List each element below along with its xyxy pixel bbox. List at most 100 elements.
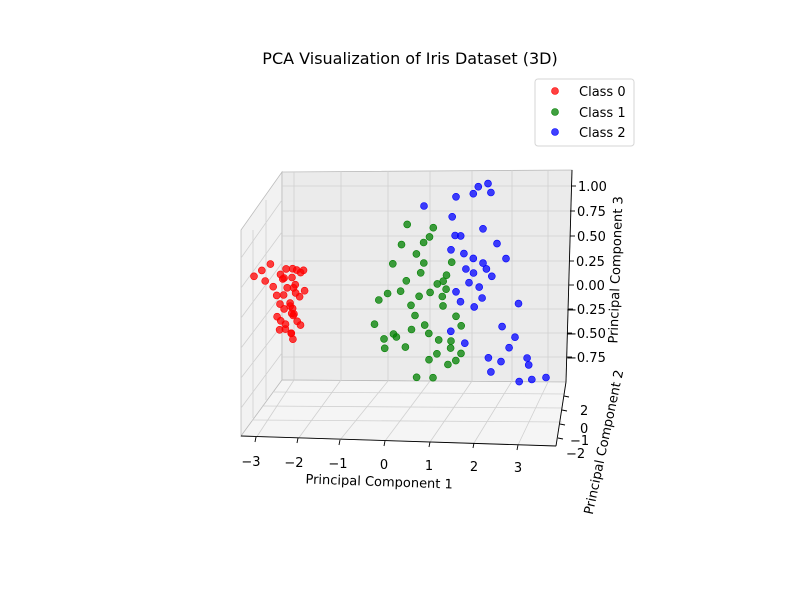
data-point-class-1	[380, 335, 388, 343]
y-tick-label: 0	[580, 422, 588, 437]
data-point-class-1	[452, 312, 460, 321]
data-point-class-2	[502, 254, 510, 263]
data-point-class-2	[487, 188, 495, 197]
z-tick-label: −0.25	[566, 303, 606, 318]
data-point-class-2	[505, 343, 513, 352]
data-point-class-2	[447, 246, 455, 254]
data-point-class-2	[487, 272, 496, 281]
data-point-class-1	[425, 355, 433, 364]
data-point-class-0	[272, 291, 281, 300]
back-pane	[281, 169, 573, 383]
data-point-class-2	[469, 254, 478, 263]
y-axis-ticks	[557, 395, 570, 440]
x-tick-labels: −3 −2 −1 0 1 2 3	[241, 455, 522, 476]
data-point-class-2	[452, 287, 460, 296]
data-point-class-2	[523, 354, 531, 362]
data-point-class-1	[451, 356, 460, 365]
y-tick-label: 2	[580, 404, 588, 419]
data-point-class-2	[469, 269, 478, 277]
data-point-class-1	[388, 259, 397, 268]
data-point-class-2	[452, 193, 460, 201]
legend-label-class-1: Class 1	[579, 106, 626, 121]
data-point-class-1	[407, 325, 416, 334]
data-point-class-1	[416, 268, 425, 277]
data-point-class-0	[279, 291, 288, 299]
chart-title: PCA Visualization of Iris Dataset (3D)	[262, 49, 557, 68]
data-point-class-1	[446, 344, 455, 352]
data-point-class-1	[412, 373, 421, 382]
x-tick-label: 0	[380, 458, 388, 473]
data-point-class-1	[429, 223, 438, 232]
z-tick-label: 0.50	[577, 230, 606, 245]
data-point-class-0	[296, 321, 305, 329]
data-point-class-1	[457, 349, 465, 358]
data-point-class-0	[299, 266, 308, 275]
data-point-class-0	[269, 282, 278, 291]
data-point-class-1	[439, 302, 447, 310]
data-point-class-2	[527, 375, 536, 384]
x-tick-label: 3	[514, 461, 522, 476]
data-point-class-1	[429, 373, 437, 382]
legend-label-class-0: Class 0	[579, 85, 626, 100]
x-tick-label: −1	[328, 457, 347, 472]
data-point-class-2	[448, 213, 457, 221]
data-point-class-1	[433, 349, 441, 358]
z-tick-label: 1.00	[578, 180, 607, 195]
data-point-class-2	[465, 278, 473, 287]
x-tick-label: 1	[425, 459, 433, 474]
data-point-class-1	[447, 337, 455, 345]
z-tick-label: −0.50	[566, 327, 606, 342]
legend-marker-class-0	[551, 87, 559, 95]
data-point-class-2	[514, 299, 523, 308]
x-axis-label: Principal Component 1	[305, 472, 453, 492]
data-point-class-0	[292, 266, 301, 274]
x-tick-label: 2	[470, 460, 478, 475]
data-point-class-1	[370, 320, 379, 329]
grid-lines	[240, 170, 571, 446]
data-point-class-1	[419, 238, 428, 247]
data-point-class-1	[397, 240, 406, 249]
data-point-class-0	[261, 277, 270, 285]
data-point-class-1	[389, 330, 398, 338]
data-points	[250, 179, 550, 386]
y-axis-line	[555, 381, 567, 447]
data-point-class-2	[487, 368, 495, 376]
data-point-class-2	[470, 303, 479, 311]
data-point-class-1	[402, 276, 411, 285]
data-point-class-2	[474, 182, 483, 191]
data-point-class-1	[457, 321, 466, 330]
data-point-class-2	[456, 232, 465, 240]
data-point-class-2	[479, 259, 487, 267]
data-point-class-2	[515, 377, 524, 386]
z-tick-label: 0.00	[576, 279, 605, 294]
data-point-class-0	[250, 272, 258, 281]
data-point-class-2	[542, 373, 550, 382]
data-point-class-2	[493, 239, 501, 248]
y-tick-labels: 2 0 −1 −2	[566, 404, 589, 462]
z-tick-label: 0.25	[576, 255, 605, 270]
data-point-class-0	[291, 280, 300, 289]
y-tick-label: −1	[570, 434, 589, 449]
legend-marker-class-2	[551, 128, 559, 136]
data-point-class-1	[442, 271, 451, 280]
data-point-class-0	[281, 325, 290, 333]
data-point-class-2	[484, 353, 493, 362]
z-tick-label: 0.75	[577, 205, 606, 220]
z-tick-label: −0.75	[566, 351, 606, 366]
data-point-class-1	[438, 292, 447, 301]
y-tick-label: −2	[566, 447, 585, 462]
data-point-class-0	[288, 304, 297, 313]
data-point-class-2	[462, 265, 470, 273]
data-point-class-1	[442, 285, 450, 294]
data-point-class-2	[479, 225, 487, 233]
data-point-class-2	[497, 357, 505, 366]
legend-label-class-2: Class 2	[579, 126, 626, 141]
legend-marker-class-1	[551, 108, 559, 116]
data-point-class-2	[460, 249, 468, 258]
z-axis-label: Principal Component 3	[606, 196, 626, 344]
data-point-class-1	[425, 233, 434, 241]
data-point-class-1	[401, 343, 410, 351]
data-point-class-1	[403, 220, 412, 229]
x-axis-ticks	[254, 436, 519, 451]
data-point-class-2	[475, 283, 484, 291]
